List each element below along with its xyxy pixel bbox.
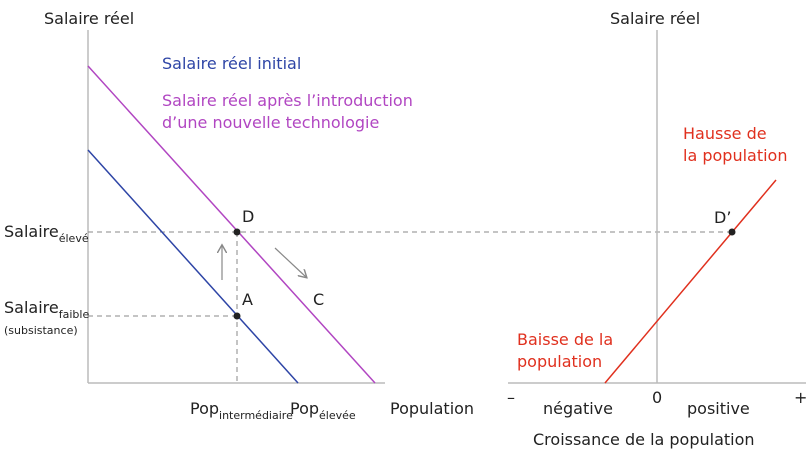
x-axis-title: Population [390,399,474,418]
legend-label: d’une nouvelle technologie [162,113,379,132]
point [728,228,736,236]
annotation: population [517,352,602,371]
axis-mark: positive [687,399,750,418]
label-base: Pop [290,399,319,418]
annotation: la population [683,146,787,165]
label-base: Salaire [4,222,59,241]
axis-mark: – [507,388,515,407]
x-label: Popélevée [290,399,356,422]
new-wage-line [87,65,376,384]
label-sub: faible [59,308,90,321]
label-sub: élevée [319,409,356,422]
axis-mark: négative [543,399,613,418]
growth-line [604,179,777,384]
y-label: Salairefaible [4,298,89,321]
annotation: Hausse de [683,124,767,143]
label-base: Pop [190,399,219,418]
axis-mark: + [794,388,807,407]
y-label-note: (subsistance) [4,324,78,337]
point [233,312,241,320]
annotation: Baisse de la [517,330,613,349]
label-sub: intermédiaire [219,409,293,422]
point-label: A [242,290,253,309]
initial-wage-line [87,149,299,384]
label-sub: élevé [59,232,89,245]
y-axis-title: Salaire réel [610,9,700,28]
point-label: D’ [714,208,731,227]
label-base: Salaire [4,298,59,317]
point-label: C [313,290,324,309]
x-label: Popintermédiaire [190,399,293,422]
legend-label: Salaire réel après l’introduction [162,91,413,110]
point [233,228,241,236]
x-axis-title: Croissance de la population [533,430,755,449]
legend-label: Salaire réel initial [162,54,301,73]
y-axis-title: Salaire réel [44,9,134,28]
axis-mark: 0 [652,388,662,407]
point-label: D [242,207,254,226]
arrow [274,247,306,277]
y-label: Salaireélevé [4,222,89,245]
